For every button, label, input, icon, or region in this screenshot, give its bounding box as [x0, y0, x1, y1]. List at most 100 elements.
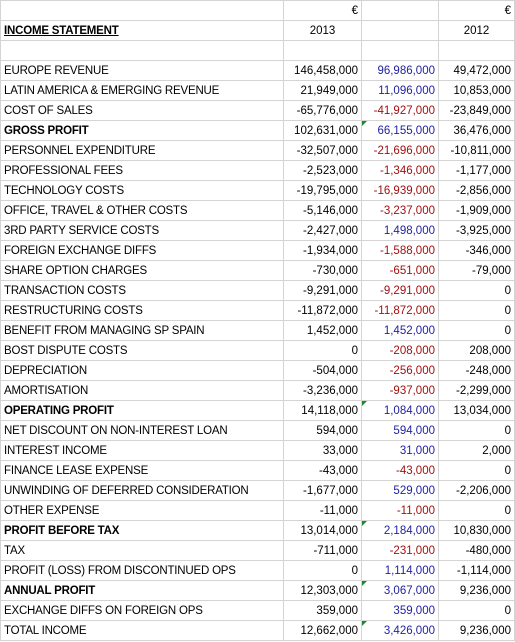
- value-2013[interactable]: 102,631,000: [283, 120, 362, 141]
- value-change[interactable]: 1,452,000: [361, 320, 439, 341]
- value-change[interactable]: -651,000: [361, 260, 439, 281]
- value-2012[interactable]: 9,236,000: [438, 620, 515, 641]
- row-label[interactable]: TOTAL INCOME: [0, 620, 284, 641]
- value-2013[interactable]: 1,452,000: [283, 320, 362, 341]
- row-label[interactable]: PROFIT (LOSS) FROM DISCONTINUED OPS: [0, 560, 284, 581]
- row-label[interactable]: TECHNOLOGY COSTS: [0, 180, 284, 201]
- row-label[interactable]: TRANSACTION COSTS: [0, 280, 284, 301]
- value-2013[interactable]: -11,000: [283, 500, 362, 521]
- value-change[interactable]: 529,000: [361, 480, 439, 501]
- value-2013[interactable]: -504,000: [283, 360, 362, 381]
- value-change[interactable]: -231,000: [361, 540, 439, 561]
- cell-empty[interactable]: [0, 40, 284, 61]
- value-change[interactable]: 3,067,000: [361, 580, 439, 601]
- value-change[interactable]: -1,588,000: [361, 240, 439, 261]
- value-2013[interactable]: -2,523,000: [283, 160, 362, 181]
- year-2013-header[interactable]: 2013: [283, 20, 362, 41]
- row-label[interactable]: OPERATING PROFIT: [0, 400, 284, 421]
- row-label[interactable]: OFFICE, TRAVEL & OTHER COSTS: [0, 200, 284, 221]
- value-change[interactable]: -16,939,000: [361, 180, 439, 201]
- value-change[interactable]: -937,000: [361, 380, 439, 401]
- row-label[interactable]: ANNUAL PROFIT: [0, 580, 284, 601]
- cell-empty[interactable]: [438, 40, 515, 61]
- value-2013[interactable]: 146,458,000: [283, 60, 362, 81]
- row-label[interactable]: PERSONNEL EXPENDITURE: [0, 140, 284, 161]
- value-2012[interactable]: -248,000: [438, 360, 515, 381]
- value-change[interactable]: 1,114,000: [361, 560, 439, 581]
- value-2012[interactable]: -23,849,000: [438, 100, 515, 121]
- currency-2013[interactable]: €: [283, 0, 362, 21]
- row-label[interactable]: COST OF SALES: [0, 100, 284, 121]
- row-label[interactable]: LATIN AMERICA & EMERGING REVENUE: [0, 80, 284, 101]
- row-label[interactable]: FOREIGN EXCHANGE DIFFS: [0, 240, 284, 261]
- value-2013[interactable]: -711,000: [283, 540, 362, 561]
- value-change[interactable]: -11,000: [361, 500, 439, 521]
- value-2012[interactable]: 36,476,000: [438, 120, 515, 141]
- row-label[interactable]: INTEREST INCOME: [0, 440, 284, 461]
- value-change[interactable]: 2,184,000: [361, 520, 439, 541]
- value-2013[interactable]: 33,000: [283, 440, 362, 461]
- value-2012[interactable]: 0: [438, 300, 515, 321]
- value-2012[interactable]: 0: [438, 420, 515, 441]
- row-label[interactable]: TAX: [0, 540, 284, 561]
- row-label[interactable]: PROFIT BEFORE TAX: [0, 520, 284, 541]
- value-2013[interactable]: -2,427,000: [283, 220, 362, 241]
- value-2013[interactable]: -9,291,000: [283, 280, 362, 301]
- value-2012[interactable]: -2,856,000: [438, 180, 515, 201]
- value-2012[interactable]: 0: [438, 320, 515, 341]
- value-change[interactable]: 11,096,000: [361, 80, 439, 101]
- value-change[interactable]: 66,155,000: [361, 120, 439, 141]
- row-label[interactable]: 3RD PARTY SERVICE COSTS: [0, 220, 284, 241]
- value-2012[interactable]: 0: [438, 280, 515, 301]
- statement-title[interactable]: INCOME STATEMENT: [0, 20, 284, 41]
- value-2012[interactable]: -3,925,000: [438, 220, 515, 241]
- value-2013[interactable]: -65,776,000: [283, 100, 362, 121]
- value-change[interactable]: 31,000: [361, 440, 439, 461]
- value-2013[interactable]: -730,000: [283, 260, 362, 281]
- value-2013[interactable]: -19,795,000: [283, 180, 362, 201]
- value-2012[interactable]: 0: [438, 500, 515, 521]
- row-label[interactable]: UNWINDING OF DEFERRED CONSIDERATION: [0, 480, 284, 501]
- value-2012[interactable]: 0: [438, 600, 515, 621]
- value-2012[interactable]: 0: [438, 460, 515, 481]
- value-2012[interactable]: -1,114,000: [438, 560, 515, 581]
- value-change[interactable]: -256,000: [361, 360, 439, 381]
- value-change[interactable]: 3,426,000: [361, 620, 439, 641]
- value-change[interactable]: -41,927,000: [361, 100, 439, 121]
- value-change[interactable]: -3,237,000: [361, 200, 439, 221]
- value-2012[interactable]: -346,000: [438, 240, 515, 261]
- row-label[interactable]: EXCHANGE DIFFS ON FOREIGN OPS: [0, 600, 284, 621]
- row-label[interactable]: RESTRUCTURING COSTS: [0, 300, 284, 321]
- row-label[interactable]: SHARE OPTION CHARGES: [0, 260, 284, 281]
- value-change[interactable]: 594,000: [361, 420, 439, 441]
- value-change[interactable]: -1,346,000: [361, 160, 439, 181]
- value-2012[interactable]: -10,811,000: [438, 140, 515, 161]
- value-change[interactable]: -9,291,000: [361, 280, 439, 301]
- value-2013[interactable]: 21,949,000: [283, 80, 362, 101]
- value-2013[interactable]: 0: [283, 560, 362, 581]
- value-2012[interactable]: -1,177,000: [438, 160, 515, 181]
- cell-empty[interactable]: [361, 0, 439, 21]
- value-2012[interactable]: 13,034,000: [438, 400, 515, 421]
- value-2012[interactable]: 9,236,000: [438, 580, 515, 601]
- row-label[interactable]: OTHER EXPENSE: [0, 500, 284, 521]
- value-2012[interactable]: 49,472,000: [438, 60, 515, 81]
- value-change[interactable]: -11,872,000: [361, 300, 439, 321]
- value-2013[interactable]: -1,934,000: [283, 240, 362, 261]
- value-2012[interactable]: -1,909,000: [438, 200, 515, 221]
- row-label[interactable]: FINANCE LEASE EXPENSE: [0, 460, 284, 481]
- row-label[interactable]: BOST DISPUTE COSTS: [0, 340, 284, 361]
- value-2013[interactable]: -3,236,000: [283, 380, 362, 401]
- value-2013[interactable]: 13,014,000: [283, 520, 362, 541]
- row-label[interactable]: EUROPE REVENUE: [0, 60, 284, 81]
- currency-2012[interactable]: €: [438, 0, 515, 21]
- value-2013[interactable]: -1,677,000: [283, 480, 362, 501]
- value-2012[interactable]: -79,000: [438, 260, 515, 281]
- value-change[interactable]: 1,084,000: [361, 400, 439, 421]
- value-2013[interactable]: 12,662,000: [283, 620, 362, 641]
- value-2012[interactable]: -2,206,000: [438, 480, 515, 501]
- value-2013[interactable]: 359,000: [283, 600, 362, 621]
- value-2013[interactable]: 594,000: [283, 420, 362, 441]
- value-change[interactable]: 1,498,000: [361, 220, 439, 241]
- value-2012[interactable]: -2,299,000: [438, 380, 515, 401]
